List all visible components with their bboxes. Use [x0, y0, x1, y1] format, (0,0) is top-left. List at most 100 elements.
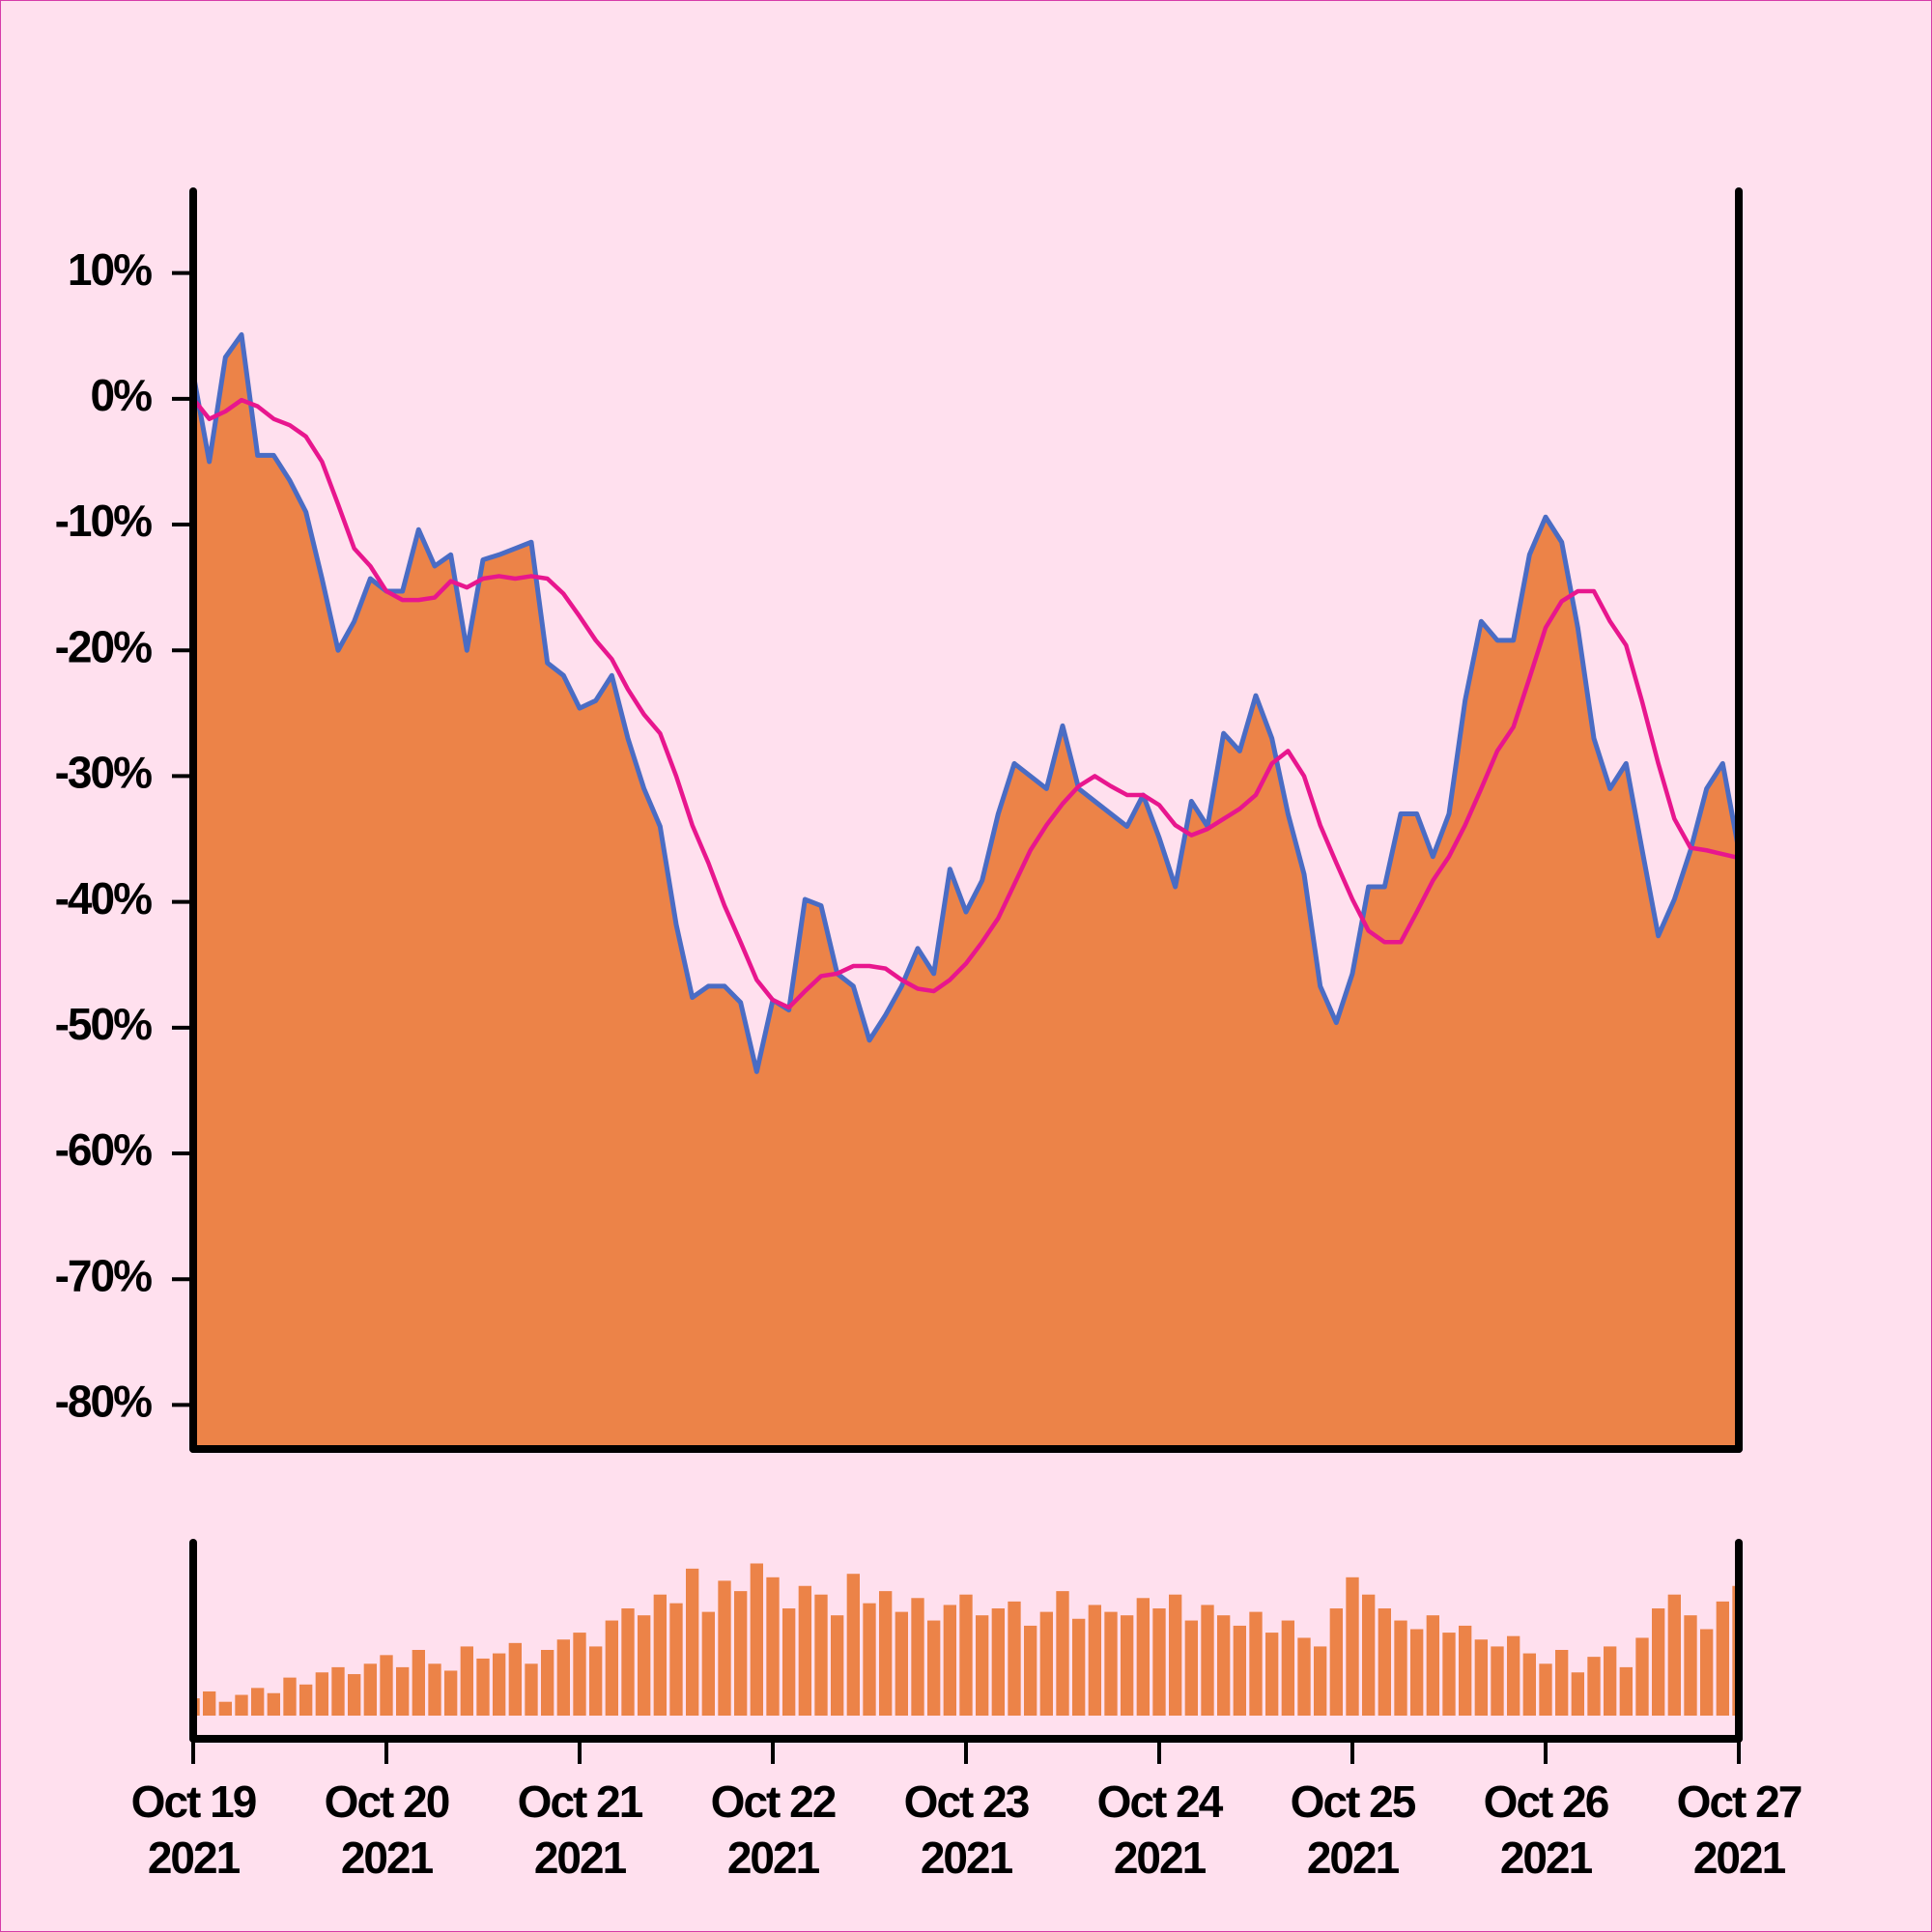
volume-bar: [911, 1598, 924, 1717]
volume-bar: [218, 1701, 232, 1717]
volume-bar: [1522, 1653, 1536, 1717]
volume-bar: [348, 1674, 361, 1717]
volume-bar: [1635, 1637, 1649, 1717]
volume-bar: [863, 1603, 876, 1717]
volume-bar: [1024, 1625, 1037, 1717]
volume-bar: [1394, 1620, 1407, 1717]
volume-bar: [1314, 1646, 1327, 1717]
area-edge: [190, 331, 1742, 1074]
volume-bar: [1169, 1594, 1182, 1717]
volume-bar: [734, 1591, 748, 1717]
x-tick-label: Oct 19 2021: [130, 1776, 258, 1883]
volume-bar: [927, 1620, 941, 1717]
x-tick-label: Oct 26 2021: [1483, 1776, 1610, 1883]
x-tick-label: Oct 24 2021: [1096, 1776, 1224, 1883]
volume-bar: [1329, 1608, 1343, 1717]
volume-bar: [1410, 1629, 1424, 1717]
volume-bar: [976, 1615, 989, 1717]
volume-bar: [1716, 1601, 1729, 1717]
area: [193, 334, 1739, 1450]
volume-bar: [782, 1608, 796, 1717]
volume-bar: [686, 1568, 699, 1717]
volume-bar: [315, 1672, 328, 1717]
moving-average-line: [191, 397, 1740, 1010]
volume-bar: [814, 1594, 828, 1717]
y-tick-label: -10%: [55, 496, 152, 546]
volume-bar: [251, 1688, 265, 1717]
volume-bar: [846, 1574, 860, 1717]
volume-bar: [1201, 1605, 1214, 1717]
volume-bar: [1297, 1637, 1311, 1717]
volume-bar: [1474, 1639, 1488, 1717]
y-tick-label: -70%: [55, 1250, 152, 1300]
volume-bar: [718, 1580, 731, 1717]
volume-bar: [396, 1666, 410, 1717]
volume-bar: [879, 1591, 893, 1717]
volume-bar: [1265, 1633, 1279, 1717]
volume-bar: [959, 1594, 973, 1717]
volume-bar: [766, 1577, 780, 1717]
y-tick-label: -60%: [55, 1124, 152, 1175]
y-tick-label: 0%: [91, 370, 153, 420]
volume-bar: [541, 1649, 554, 1717]
volume-bar: [638, 1615, 651, 1717]
volume-bar: [589, 1646, 603, 1717]
volume-bar: [1104, 1611, 1118, 1717]
volume-bar: [1249, 1611, 1263, 1717]
x-tick-label: Oct 21 2021: [517, 1776, 644, 1883]
volume-bar: [299, 1684, 313, 1717]
x-tick-label: Oct 22 2021: [710, 1776, 838, 1883]
volume-bar: [991, 1608, 1005, 1717]
volume-bar: [283, 1677, 297, 1717]
volume-bar: [428, 1663, 441, 1717]
volume-bar: [1184, 1620, 1198, 1717]
volume-bar: [1619, 1666, 1633, 1717]
volume-bar: [1539, 1663, 1552, 1717]
volume-bar: [1233, 1625, 1246, 1717]
volume-bar: [750, 1563, 763, 1717]
volume-bar: [556, 1639, 570, 1717]
volume-bar: [235, 1694, 248, 1717]
y-tick-label: -80%: [55, 1377, 152, 1427]
volume-bar: [895, 1611, 908, 1717]
y-tick-label: -30%: [55, 748, 152, 798]
volume-bar: [1555, 1649, 1569, 1717]
volume-bar: [1039, 1611, 1053, 1717]
volume-bar: [1217, 1615, 1231, 1717]
volume-bar: [1121, 1615, 1134, 1717]
volume-bar: [701, 1611, 715, 1717]
volume-bar: [363, 1663, 377, 1717]
volume-bar: [1152, 1608, 1166, 1717]
volume-bar: [1281, 1620, 1294, 1717]
volume-bar: [1426, 1615, 1439, 1717]
volume-bar: [380, 1655, 393, 1717]
volume-bar: [460, 1646, 473, 1717]
volume-bar: [1667, 1594, 1681, 1717]
volume-bar: [605, 1620, 618, 1717]
x-tick-label: Oct 20 2021: [324, 1776, 451, 1883]
volume-bar: [1008, 1601, 1021, 1717]
volume-bar: [508, 1642, 522, 1717]
volume-bar: [1587, 1657, 1601, 1717]
volume-bar: [525, 1663, 538, 1717]
x-tick-label: Oct 23 2021: [903, 1776, 1031, 1883]
volume-bar: [444, 1670, 458, 1717]
y-tick-label: 10%: [68, 244, 152, 295]
volume-bar: [653, 1594, 667, 1717]
y-tick-label: -50%: [55, 999, 152, 1049]
volume-bar: [1459, 1625, 1472, 1717]
volume-bar: [1088, 1605, 1101, 1717]
volume-bar: [1491, 1646, 1504, 1717]
volume-bar: [798, 1585, 811, 1717]
volume-bar: [493, 1653, 506, 1717]
volume-bar: [621, 1608, 635, 1717]
volume-bar: [1700, 1629, 1714, 1717]
volume-bar: [1346, 1577, 1359, 1717]
volume-bar: [573, 1633, 586, 1717]
volume-bar: [1684, 1615, 1697, 1717]
y-tick-label: -40%: [55, 873, 152, 923]
volume-bar: [1378, 1608, 1391, 1717]
volume-bar: [1507, 1635, 1520, 1717]
